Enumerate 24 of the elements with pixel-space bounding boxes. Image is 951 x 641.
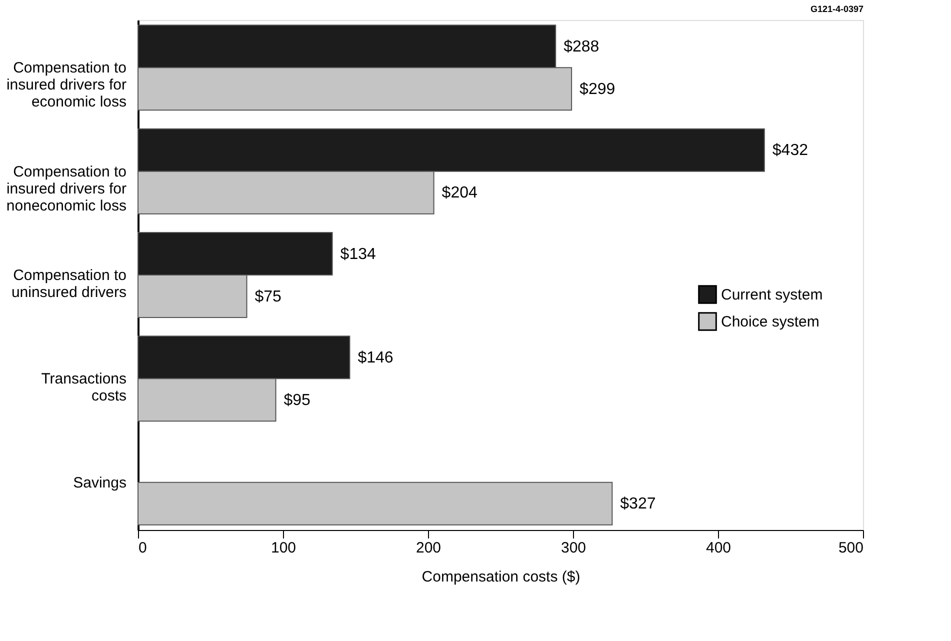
- x-tick-label: 200: [416, 540, 442, 556]
- data-label: $146: [358, 349, 394, 366]
- legend-label: Choice system: [721, 314, 820, 330]
- data-label: $288: [564, 38, 600, 56]
- data-label: $204: [442, 184, 478, 202]
- x-tick-label: 0: [138, 540, 147, 556]
- text: G121-4-0397: [810, 4, 864, 14]
- data-label: $327: [620, 496, 656, 513]
- legend-label: Current system: [721, 286, 823, 304]
- y-tick-label: Savings: [73, 474, 126, 492]
- y-tick-label: Compensation to insured drivers for economic loss: [6, 60, 126, 111]
- data-label: $432: [772, 142, 808, 160]
- x-tick-label: 100: [270, 540, 296, 556]
- y-tick-label: Compensation to insured drivers for noneconomic loss: [6, 163, 126, 214]
- x-axis-title: Compensation costs ($): [422, 568, 580, 586]
- y-tick-label: Compensation to uninsured drivers: [11, 267, 126, 301]
- data-label: $75: [254, 288, 282, 306]
- y-tick-label: Transactions costs: [41, 370, 126, 405]
- data-label: $134: [340, 246, 376, 263]
- x-tick-label: 500: [838, 540, 864, 556]
- x-tick-label: 400: [706, 540, 732, 556]
- x-tick-label: 300: [560, 540, 586, 556]
- data-label: $95: [284, 392, 311, 409]
- data-label: $299: [580, 80, 616, 98]
